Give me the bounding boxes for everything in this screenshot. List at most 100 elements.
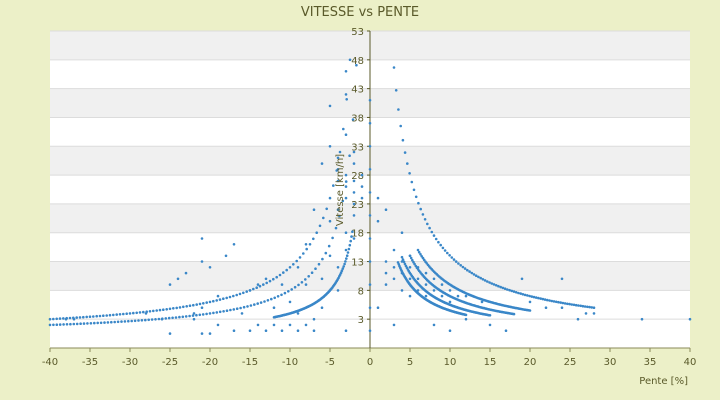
data-point: [296, 266, 300, 269]
data-point: [437, 240, 440, 244]
data-point: [198, 313, 202, 317]
data-point: [560, 306, 564, 310]
data-point: [406, 162, 409, 165]
data-point: [122, 312, 125, 316]
data-point: [339, 271, 343, 275]
data-point: [561, 301, 565, 305]
data-point: [526, 294, 529, 297]
data-point: [328, 196, 332, 200]
data-point: [414, 195, 418, 199]
data-point: [175, 306, 178, 310]
x-tick-label: 0: [367, 357, 373, 368]
data-point: [430, 230, 434, 234]
data-point: [242, 291, 245, 295]
data-point: [188, 304, 192, 308]
data-point: [147, 318, 150, 322]
data-point: [259, 301, 263, 304]
data-point: [411, 258, 414, 262]
data-point: [290, 288, 294, 291]
data-point: [350, 235, 353, 238]
data-point: [258, 284, 262, 288]
data-point: [368, 306, 372, 310]
data-point: [130, 319, 133, 323]
data-point: [400, 255, 404, 259]
data-point: [278, 273, 282, 277]
data-point: [420, 254, 424, 258]
data-point: [200, 332, 204, 335]
data-point: [178, 315, 181, 319]
data-point: [304, 243, 308, 246]
data-point: [479, 276, 483, 280]
data-point: [272, 323, 276, 327]
data-point: [341, 199, 345, 203]
data-point: [62, 317, 65, 320]
data-point: [167, 316, 171, 320]
data-point: [423, 218, 427, 221]
data-point: [304, 283, 308, 286]
data-point: [504, 329, 508, 333]
data-point: [400, 231, 404, 234]
data-point: [288, 266, 292, 269]
data-point: [494, 284, 498, 287]
data-point: [195, 303, 198, 306]
data-point: [346, 251, 350, 254]
data-point: [368, 329, 372, 333]
data-point: [264, 277, 268, 281]
x-tick-label: 25: [564, 357, 577, 368]
data-point: [416, 248, 420, 252]
data-point: [528, 300, 532, 304]
data-point: [348, 243, 352, 247]
data-point: [340, 269, 344, 273]
data-point: [342, 265, 346, 268]
data-point: [392, 266, 396, 269]
data-point: [232, 308, 236, 311]
data-point: [344, 329, 348, 333]
data-point: [432, 323, 436, 327]
data-point: [162, 308, 165, 312]
data-point: [115, 313, 118, 316]
data-point: [384, 283, 388, 286]
data-point: [401, 258, 405, 261]
x-tick-label: 20: [524, 357, 537, 368]
data-point: [58, 323, 62, 326]
data-point: [215, 299, 218, 302]
data-point: [320, 162, 324, 165]
data-point: [417, 201, 420, 205]
data-point: [208, 312, 212, 315]
data-point: [325, 207, 329, 211]
data-point: [368, 98, 372, 102]
data-point: [392, 66, 396, 69]
data-point: [448, 289, 452, 292]
data-point: [528, 309, 532, 312]
data-point: [229, 308, 232, 312]
data-point: [192, 312, 196, 315]
data-point: [88, 315, 92, 319]
y-tick-label: 13: [351, 258, 364, 269]
data-point: [464, 317, 468, 321]
data-point: [548, 299, 551, 302]
data-point: [334, 226, 338, 230]
data-point: [344, 196, 348, 200]
data-point: [345, 257, 348, 260]
x-tick-label: 35: [644, 357, 657, 368]
data-point: [108, 313, 112, 317]
data-point: [349, 239, 353, 243]
data-point: [246, 305, 249, 308]
data-point: [338, 150, 342, 154]
data-point: [310, 271, 314, 275]
data-point: [392, 277, 396, 281]
data-point: [285, 268, 289, 272]
data-point: [590, 306, 594, 309]
data-point: [132, 311, 135, 315]
data-point: [459, 264, 463, 267]
data-point: [248, 329, 252, 333]
data-point: [112, 313, 115, 317]
data-point: [488, 281, 491, 284]
data-point: [168, 332, 172, 335]
data-point: [432, 277, 436, 281]
data-point: [376, 219, 380, 223]
data-point: [384, 271, 388, 275]
data-point: [93, 321, 96, 325]
data-point: [448, 300, 452, 304]
data-point: [65, 316, 68, 320]
